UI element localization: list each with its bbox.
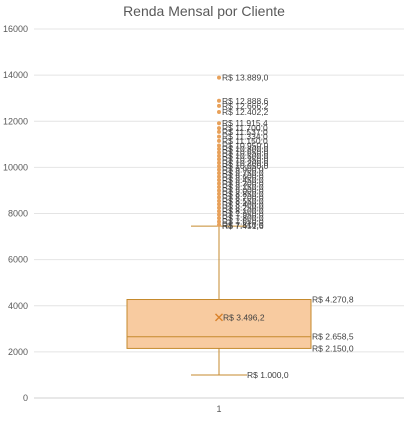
y-tick-label: 14000: [3, 70, 28, 80]
outlier-point: [217, 103, 221, 108]
outlier-point: [217, 75, 221, 80]
outlier-point: [217, 181, 221, 186]
outlier-point: [217, 150, 221, 155]
outlier-point: [217, 209, 221, 214]
outlier-point: [217, 157, 221, 162]
outlier-point: [217, 216, 221, 221]
outlier-label: R$ 8.550,0: [222, 196, 264, 206]
outlier-label: R$ 8.250,0: [222, 203, 264, 213]
median-label: R$ 2.658,5: [312, 332, 354, 342]
outlier-label: R$ 9.750,0: [222, 168, 264, 178]
outlier-point: [217, 191, 221, 196]
mean-marker-stroke-b: [215, 313, 223, 322]
outlier-label: R$ 7.650,0: [222, 217, 264, 227]
outlier-label: R$ 10.650,0: [222, 147, 269, 157]
outlier-point: [217, 160, 221, 165]
outlier-label: R$ 8.700,0: [222, 192, 264, 202]
chart-title: Renda Mensal por Cliente: [123, 3, 285, 19]
interquartile-box: [126, 299, 312, 349]
y-tick-label: 10000: [3, 162, 28, 172]
outlier-label: R$ 9.900,0: [222, 165, 264, 175]
outlier-label: R$ 11.915,4: [222, 118, 268, 128]
y-tick-label: 2000: [8, 347, 28, 357]
outlier-label: R$ 10.050,0: [222, 161, 269, 171]
outlier-label: R$ 9.300,0: [222, 179, 264, 189]
q1-label: R$ 2.150,0: [312, 343, 354, 353]
outlier-label: R$ 11.700,0: [222, 123, 268, 133]
mean-marker: [215, 313, 223, 322]
outlier-point: [217, 167, 221, 172]
upper-whisker-label: R$ 7.451,6: [222, 221, 264, 231]
outlier-point: [217, 178, 221, 183]
outlier-label: R$ 10.500,0: [222, 151, 269, 161]
outlier-point: [217, 126, 221, 131]
outlier-label: R$ 8.850,0: [222, 189, 264, 199]
outlier-point: [217, 109, 221, 114]
outlier-label: R$ 7.950,0: [222, 210, 264, 220]
outlier-label: R$ 9.150,0: [222, 182, 264, 192]
outlier-label: R$ 12.666,2: [222, 101, 269, 111]
min-label: R$ 1.000,0: [247, 370, 289, 380]
box-plot-series: [126, 225, 312, 376]
outlier-label: R$ 12.888,6: [222, 96, 269, 106]
outlier-label: R$ 11.150,0: [222, 136, 268, 146]
outlier-point: [217, 164, 221, 169]
outlier-point: [217, 143, 221, 148]
q3-label: R$ 4.270,8: [312, 295, 354, 305]
outlier-point: [217, 212, 221, 217]
outlier-label: R$ 10.950,0: [222, 140, 269, 150]
outliers: [217, 75, 221, 227]
outlier-label: R$ 7.800,0: [222, 213, 264, 223]
outlier-point: [217, 174, 221, 179]
outlier-label: R$ 10.350,0: [222, 154, 269, 164]
outlier-label: R$ 12.402,2: [222, 107, 269, 117]
y-tick-label: 6000: [8, 255, 28, 265]
outlier-label: R$ 9.000,0: [222, 185, 264, 195]
y-tick-label: 4000: [8, 301, 28, 311]
outlier-label: R$ 9.600,0: [222, 172, 264, 182]
outlier-label: R$ 13.889,0: [222, 73, 269, 83]
outlier-point: [217, 134, 221, 139]
outlier-point: [217, 202, 221, 207]
x-axis-ticks: 1: [216, 404, 221, 414]
outlier-label: R$ 7.510,0: [222, 220, 264, 230]
outlier-point: [217, 184, 221, 189]
outlier-point: [217, 198, 221, 203]
outlier-label: R$ 8.100,0: [222, 206, 264, 216]
outlier-point: [217, 222, 221, 227]
y-tick-label: 0: [23, 393, 28, 403]
outlier-label: R$ 10.800,0: [222, 144, 269, 154]
x-tick-label: 1: [216, 404, 221, 414]
outlier-point: [217, 171, 221, 176]
outlier-label: R$ 10.200,0: [222, 158, 269, 168]
outlier-point: [217, 121, 221, 126]
outlier-point: [217, 146, 221, 151]
outlier-point: [217, 129, 221, 134]
outlier-point: [217, 205, 221, 210]
y-axis-ticks: 0 2000 4000 6000 8000 10000 12000 14000 16000: [3, 24, 28, 403]
data-labels: R$ 13.889,0 R$ 12.888,6R$ 12.666,2R$ 12.4…: [222, 73, 354, 380]
y-tick-label: 8000: [8, 209, 28, 219]
outlier-point: [217, 153, 221, 158]
outlier-label: R$ 11.537,0: [222, 127, 268, 137]
outlier-label: R$ 9.450,0: [222, 175, 264, 185]
outlier-label: R$ 11.334,0: [222, 132, 268, 142]
outlier-point: [217, 219, 221, 224]
outlier-point: [217, 138, 221, 143]
outlier-label: R$ 8.400,0: [222, 199, 264, 209]
y-tick-label: 12000: [3, 116, 28, 126]
outlier-point: [217, 195, 221, 200]
mean-label: R$ 3.496,2: [223, 312, 265, 322]
outlier-point: [217, 98, 221, 103]
y-tick-label: 16000: [3, 24, 28, 34]
outlier-point: [217, 188, 221, 193]
